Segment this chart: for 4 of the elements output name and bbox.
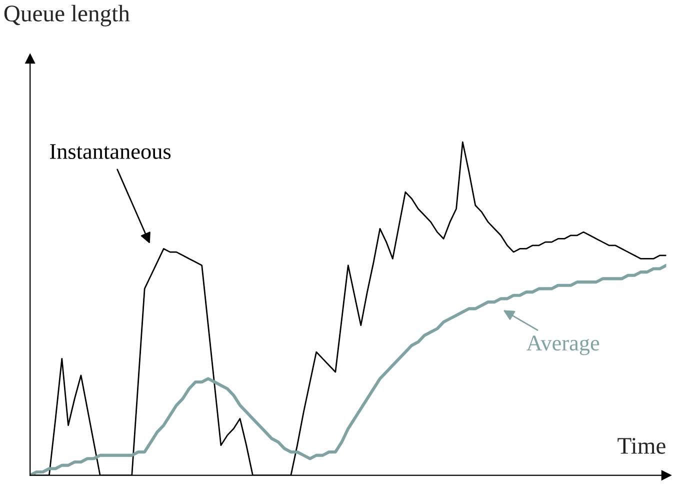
text: Instantaneous: [50, 144, 171, 159]
y-axis-title: Queue length: [4, 4, 130, 26]
legend-label: Average: [526, 336, 600, 356]
x-axis-title: Time: [618, 438, 666, 454]
